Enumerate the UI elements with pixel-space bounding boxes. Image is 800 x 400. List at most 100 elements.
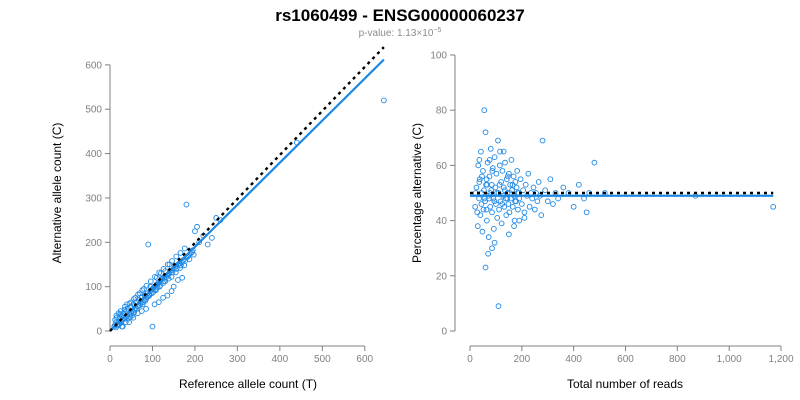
x-tick-label: 200 xyxy=(187,354,204,365)
panel-allele-counts: 0 100 200 300 400 500 600 0 100 200 300 400 500 600 Re… xyxy=(50,46,387,391)
data-point xyxy=(473,184,480,191)
data-point xyxy=(164,292,171,299)
data-point xyxy=(511,217,518,224)
data-point xyxy=(192,228,198,235)
data-point xyxy=(482,129,489,136)
y-tick-label: 0 xyxy=(96,327,102,338)
data-point xyxy=(113,314,120,321)
data-point xyxy=(482,198,488,205)
y-tick-label: 80 xyxy=(436,106,448,117)
data-point xyxy=(489,245,495,252)
x-tick-label: 0 xyxy=(107,354,113,365)
data-point xyxy=(507,181,514,188)
reference-line xyxy=(109,46,385,332)
data-point xyxy=(186,256,193,262)
data-point xyxy=(164,261,171,268)
data-point xyxy=(504,173,511,180)
data-point xyxy=(496,206,502,213)
data-point xyxy=(173,266,180,272)
data-point xyxy=(489,168,496,174)
data-point xyxy=(512,198,518,205)
data-point xyxy=(480,206,487,213)
data-point xyxy=(497,148,503,155)
data-point xyxy=(138,308,145,314)
y-tick-label: 60 xyxy=(436,161,448,172)
data-point xyxy=(513,184,520,191)
data-point xyxy=(486,157,493,163)
data-point xyxy=(514,168,521,174)
data-point xyxy=(152,274,158,280)
data-point xyxy=(511,223,517,229)
data-point xyxy=(124,301,130,308)
data-point xyxy=(147,278,154,285)
x-tick-label: 500 xyxy=(314,354,331,365)
data-point xyxy=(381,97,387,104)
data-point xyxy=(517,176,524,183)
data-point xyxy=(492,184,499,191)
data-point xyxy=(142,297,149,304)
data-point xyxy=(530,184,537,191)
data-point xyxy=(500,148,507,155)
data-point xyxy=(183,201,190,208)
data-point xyxy=(491,198,498,205)
data-point xyxy=(476,157,483,163)
data-point xyxy=(486,173,493,180)
data-point xyxy=(479,228,486,235)
data-point xyxy=(149,323,156,330)
data-point xyxy=(490,226,497,232)
data-point xyxy=(506,209,513,216)
data-point xyxy=(135,291,141,298)
panel-percentage-alternative: 0 200 400 600 800 1,000 1,200 0 20 40 60 80 100 Total… xyxy=(410,51,794,392)
data-point xyxy=(496,181,503,188)
data-point xyxy=(479,173,485,180)
data-point xyxy=(179,274,186,281)
data-point xyxy=(512,179,519,185)
data-point xyxy=(145,241,152,248)
data-point xyxy=(539,137,546,144)
data-point xyxy=(525,170,532,177)
data-point xyxy=(498,220,505,227)
data-point xyxy=(534,198,541,205)
data-point xyxy=(483,176,490,183)
data-point xyxy=(489,165,496,172)
data-point xyxy=(155,299,162,306)
data-point xyxy=(505,201,512,207)
chart-subtitle-pvalue: p-value: 1.13×10−5 xyxy=(359,27,442,39)
data-point xyxy=(491,239,498,246)
data-point xyxy=(521,214,528,221)
data-point xyxy=(121,306,128,313)
data-point xyxy=(538,212,545,218)
data-point xyxy=(483,206,490,213)
y-tick-label: 400 xyxy=(85,149,102,160)
data-point xyxy=(117,311,124,317)
data-point xyxy=(570,203,577,210)
data-point xyxy=(130,296,137,302)
data-point xyxy=(547,176,554,183)
data-point xyxy=(487,203,494,210)
x-tick-label: 800 xyxy=(669,354,686,365)
data-point xyxy=(493,170,500,177)
pvalue-exponent: −5 xyxy=(433,27,441,34)
x-tick-label: 600 xyxy=(356,354,373,365)
x-tick-label: 300 xyxy=(229,354,246,365)
y-tick-label: 200 xyxy=(85,238,102,249)
data-point xyxy=(478,148,484,155)
data-point xyxy=(487,145,494,152)
data-point xyxy=(509,181,516,188)
data-point xyxy=(170,283,177,290)
data-point xyxy=(575,181,582,188)
data-point xyxy=(535,179,542,185)
data-point xyxy=(209,235,215,241)
data-point xyxy=(476,179,483,185)
y-axis-title: Percentage alternative (C) xyxy=(410,123,424,263)
data-point xyxy=(190,251,197,258)
y-tick-label: 100 xyxy=(430,51,447,62)
x-tick-label: 0 xyxy=(467,354,473,365)
data-point xyxy=(522,181,529,188)
data-point xyxy=(510,173,517,180)
y-tick-label: 20 xyxy=(436,271,448,282)
data-point xyxy=(143,305,149,312)
data-point xyxy=(481,187,487,194)
y-tick-label: 500 xyxy=(85,105,102,116)
